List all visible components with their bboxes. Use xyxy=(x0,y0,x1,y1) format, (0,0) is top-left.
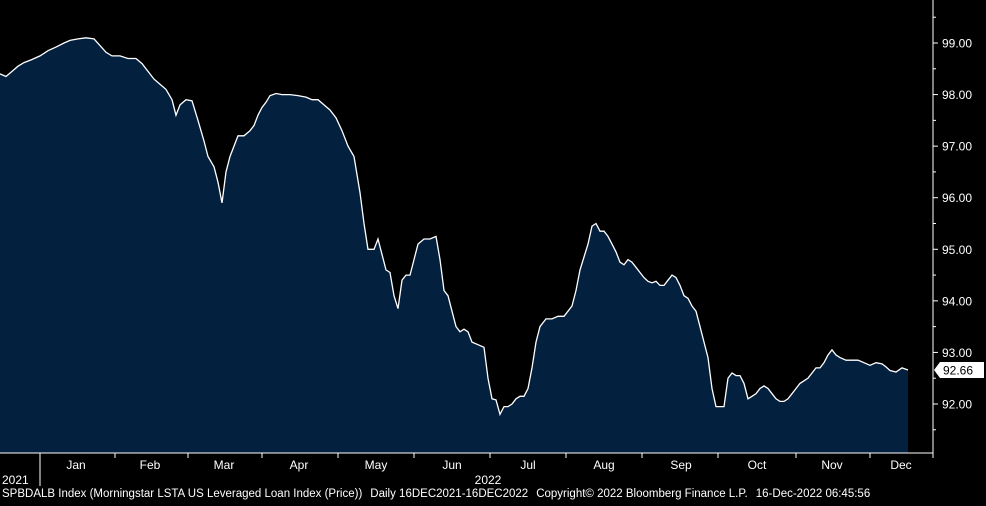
last-value-badge xyxy=(934,361,984,378)
x-tick-label: Apr xyxy=(290,458,309,472)
x-tick-label: Dec xyxy=(890,458,911,472)
x-tick-label: Jun xyxy=(442,458,461,472)
x-tick-label: Jan xyxy=(66,458,85,472)
x-tick-label: Sep xyxy=(670,458,692,472)
y-tick-label: 97.00 xyxy=(942,140,972,154)
last-value-label: 92.66 xyxy=(943,363,973,377)
x-tick-label: Aug xyxy=(593,458,614,472)
x-tick-label: Jul xyxy=(520,458,535,472)
footer-range: Daily 16DEC2021-16DEC2022 xyxy=(370,488,529,500)
y-tick-label: 93.00 xyxy=(942,346,972,360)
y-axis: 99.00 98.00 97.00 96.00 95.00 94.00 93.00 92.00… xyxy=(932,0,984,453)
y-tick-label: 94.00 xyxy=(942,294,972,308)
series-line xyxy=(0,37,909,417)
plot-area xyxy=(0,37,909,454)
y-tick-label: 92.00 xyxy=(942,397,972,411)
y-tick-label: 99.00 xyxy=(942,37,972,51)
x-tick-label: Feb xyxy=(140,458,161,472)
footer-timestamp: 16-Dec-2022 06:45:56 xyxy=(755,488,871,500)
footer-ticker: SPBDALB Index (Morningstar LSTA US Lever… xyxy=(2,488,363,500)
x-tick-label: Mar xyxy=(214,458,235,472)
x-axis: Jan Feb Mar Apr May Jun Jul Aug Sep Oct Nov Dec 2021… xyxy=(0,452,934,487)
series-area-fill xyxy=(0,37,908,454)
chart-footer: SPBDALB Index (Morningstar LSTA US Lever… xyxy=(2,488,878,500)
y-tick-label: 96.00 xyxy=(942,191,972,205)
x-tick-label: May xyxy=(365,458,388,472)
year-label-2022: 2022 xyxy=(475,473,502,487)
footer-copyright: Copyright© 2022 Bloomberg Finance L.P. xyxy=(536,488,748,500)
x-tick-label: Oct xyxy=(748,458,767,472)
y-tick-label: 98.00 xyxy=(942,88,972,102)
x-tick-label: Nov xyxy=(821,458,842,472)
y-tick-label: 95.00 xyxy=(942,243,972,257)
year-label-2021: 2021 xyxy=(2,473,29,487)
